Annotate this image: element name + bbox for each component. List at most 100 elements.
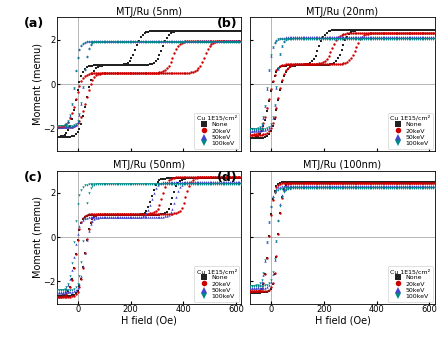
20keV xyxy=(250,289,257,294)
None xyxy=(345,179,352,184)
100keV xyxy=(410,36,417,41)
50keV xyxy=(191,179,198,184)
None xyxy=(63,291,70,296)
None xyxy=(57,134,64,139)
None xyxy=(413,179,420,184)
None xyxy=(376,179,383,184)
None xyxy=(272,69,279,74)
100keV xyxy=(124,39,131,45)
20keV xyxy=(393,30,400,36)
50keV xyxy=(283,184,290,190)
50keV xyxy=(148,38,155,44)
None xyxy=(176,28,183,34)
20keV xyxy=(89,211,96,217)
None xyxy=(322,62,329,68)
50keV xyxy=(220,179,227,184)
20keV xyxy=(391,180,398,186)
50keV xyxy=(382,183,389,189)
50keV xyxy=(313,183,320,189)
100keV xyxy=(384,36,391,41)
None xyxy=(193,176,200,181)
100keV xyxy=(89,40,96,46)
100keV xyxy=(117,39,124,45)
20keV xyxy=(332,180,339,186)
None xyxy=(263,255,270,261)
100keV xyxy=(67,274,74,279)
20keV xyxy=(311,61,318,67)
None xyxy=(53,134,60,140)
None xyxy=(412,27,419,32)
None xyxy=(215,176,222,181)
50keV xyxy=(209,38,216,44)
50keV xyxy=(310,183,317,189)
50keV xyxy=(419,35,426,40)
50keV xyxy=(181,38,188,44)
100keV xyxy=(258,277,265,283)
None xyxy=(172,184,179,189)
100keV xyxy=(324,36,331,41)
None xyxy=(155,212,162,217)
50keV xyxy=(122,38,129,44)
None xyxy=(142,62,149,68)
100keV xyxy=(120,39,127,45)
50keV xyxy=(374,183,381,189)
None xyxy=(388,27,395,32)
100keV xyxy=(64,281,71,287)
20keV xyxy=(317,61,324,67)
None xyxy=(220,176,227,181)
None xyxy=(413,27,420,32)
20keV xyxy=(307,61,314,67)
50keV xyxy=(74,231,81,236)
50keV xyxy=(326,35,333,40)
100keV xyxy=(219,181,226,187)
100keV xyxy=(328,185,335,191)
None xyxy=(371,27,378,32)
20keV xyxy=(317,60,324,66)
50keV xyxy=(410,183,417,189)
20keV xyxy=(198,174,205,180)
20keV xyxy=(263,130,270,135)
20keV xyxy=(400,30,407,36)
100keV xyxy=(395,36,402,41)
50keV xyxy=(256,285,263,291)
100keV xyxy=(326,185,333,191)
50keV xyxy=(107,38,114,44)
None xyxy=(376,27,383,32)
50keV xyxy=(141,38,148,44)
None xyxy=(430,27,437,32)
20keV xyxy=(267,86,274,92)
20keV xyxy=(103,211,110,217)
20keV xyxy=(180,174,187,180)
50keV xyxy=(365,35,372,40)
20keV xyxy=(124,211,131,217)
Y-axis label: Moment (memu): Moment (memu) xyxy=(32,196,42,278)
100keV xyxy=(276,186,283,192)
50keV xyxy=(211,179,218,184)
20keV xyxy=(133,211,140,217)
20keV xyxy=(235,38,242,44)
100keV xyxy=(349,185,356,191)
50keV xyxy=(385,183,392,189)
20keV xyxy=(354,180,361,186)
100keV xyxy=(63,121,70,127)
20keV xyxy=(389,180,396,186)
50keV xyxy=(233,38,240,44)
None xyxy=(200,176,207,181)
100keV xyxy=(220,39,227,45)
None xyxy=(256,135,263,141)
100keV xyxy=(172,39,179,45)
20keV xyxy=(313,180,320,186)
100keV xyxy=(74,281,81,286)
50keV xyxy=(365,183,372,189)
50keV xyxy=(159,38,166,44)
None xyxy=(423,179,430,184)
50keV xyxy=(131,38,138,44)
20keV xyxy=(421,30,428,36)
100keV xyxy=(402,185,409,191)
100keV xyxy=(64,123,71,129)
100keV xyxy=(172,39,179,45)
Title: MTJ/Ru (100nm): MTJ/Ru (100nm) xyxy=(303,160,381,170)
None xyxy=(107,62,114,68)
None xyxy=(404,27,411,32)
20keV xyxy=(336,180,343,186)
